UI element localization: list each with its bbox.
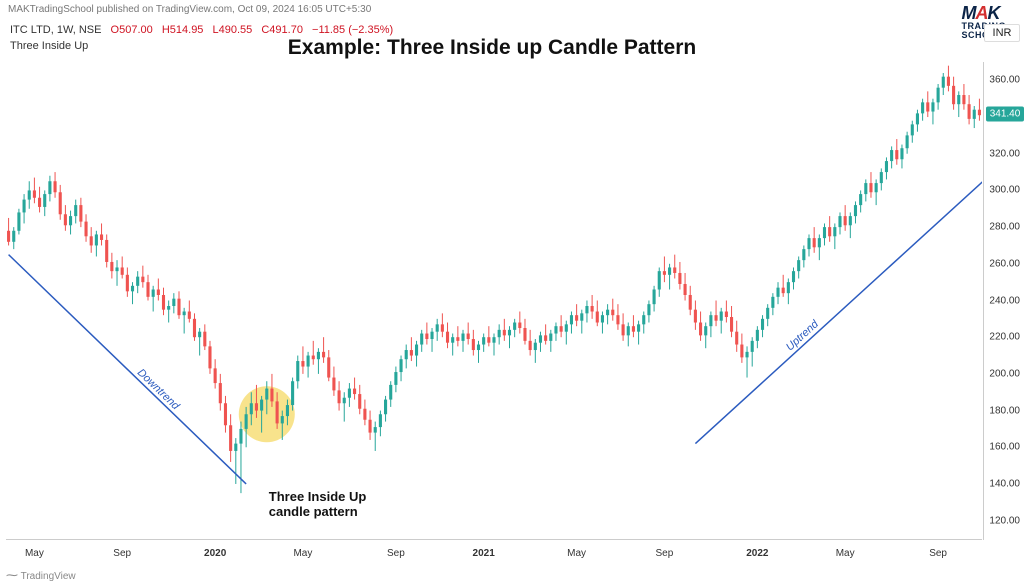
- x-tick: Sep: [113, 548, 131, 559]
- y-tick: 140.00: [989, 478, 1020, 489]
- pattern-annotation: Three Inside Upcandle pattern: [269, 490, 367, 520]
- x-tick: 2022: [746, 548, 768, 559]
- y-axis: 120.00 140.00 160.00 180.00 200.00 220.00 240.…: [983, 62, 1024, 540]
- x-tick: 2021: [473, 548, 495, 559]
- trendline-1: [695, 161, 982, 444]
- last-price-badge: 341.40: [986, 107, 1024, 122]
- x-tick: Sep: [656, 548, 674, 559]
- y-tick: 360.00: [989, 75, 1020, 86]
- y-tick: 180.00: [989, 405, 1020, 416]
- publish-info: MAKTradingSchool published on TradingVie…: [0, 0, 1024, 20]
- y-tick: 300.00: [989, 185, 1020, 196]
- y-tick: 260.00: [989, 258, 1020, 269]
- chart-area[interactable]: Three Inside Upcandle patternDowntrendUp…: [6, 62, 982, 540]
- footer-attribution: ⁓ TradingView: [6, 568, 76, 582]
- x-tick: May: [836, 548, 855, 559]
- y-tick: 160.00: [989, 442, 1020, 453]
- y-tick: 320.00: [989, 148, 1020, 159]
- y-tick: 280.00: [989, 222, 1020, 233]
- y-tick: 240.00: [989, 295, 1020, 306]
- currency-label: INR: [984, 24, 1020, 42]
- x-tick: Sep: [387, 548, 405, 559]
- x-tick: May: [567, 548, 586, 559]
- x-tick: Sep: [929, 548, 947, 559]
- symbol: ITC LTD, 1W, NSE: [10, 24, 101, 36]
- candlestick-chart: [6, 62, 982, 539]
- x-tick: May: [293, 548, 312, 559]
- y-tick: 120.00: [989, 515, 1020, 526]
- x-tick: 2020: [204, 548, 226, 559]
- x-tick: May: [25, 548, 44, 559]
- x-axis: May Sep 2020 May Sep 2021 May Sep 2022 May Sep: [6, 544, 982, 566]
- symbol-info: ITC LTD, 1W, NSE O507.00 H514.95 L490.55…: [10, 24, 399, 36]
- y-tick: 200.00: [989, 368, 1020, 379]
- y-tick: 220.00: [989, 332, 1020, 343]
- page-title: Example: Three Inside up Candle Pattern: [0, 36, 984, 60]
